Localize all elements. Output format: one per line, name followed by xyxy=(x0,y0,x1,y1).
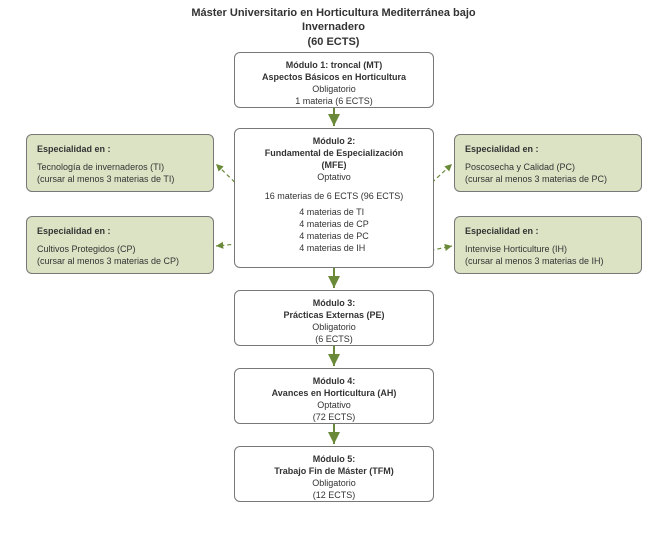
module-3: Módulo 3: Prácticas Externas (PE) Obliga… xyxy=(234,290,434,346)
m3-detail: (6 ECTS) xyxy=(243,333,425,345)
specialty-ih: Especialidad en : Intenvise Horticulture… xyxy=(454,216,642,274)
diagram-canvas: Máster Universitario en Horticultura Med… xyxy=(0,0,667,550)
m5-h1: Módulo 5: xyxy=(243,453,425,465)
m5-kind: Obligatorio xyxy=(243,477,425,489)
esp-ti-h: Especialidad en : xyxy=(37,143,203,155)
esp-cp-l1: Cultivos Protegidos (CP) xyxy=(37,243,203,255)
m2-kind: Optativo xyxy=(243,171,425,183)
mat-pc: 4 materias de PC xyxy=(299,230,369,242)
m2-h2: Fundamental de Especialización xyxy=(243,147,425,159)
mat-ih: 4 materias de IH xyxy=(299,242,369,254)
module-5: Módulo 5: Trabajo Fin de Máster (TFM) Ob… xyxy=(234,446,434,502)
esp-pc-l2: (cursar al menos 3 materias de PC) xyxy=(465,173,631,185)
module-4: Módulo 4: Avances en Horticultura (AH) O… xyxy=(234,368,434,424)
specialty-pc: Especialidad en : Poscosecha y Calidad (… xyxy=(454,134,642,192)
m5-h2: Trabajo Fin de Máster (TFM) xyxy=(243,465,425,477)
m1-kind: Obligatorio xyxy=(243,83,425,95)
m4-detail: (72 ECTS) xyxy=(243,411,425,423)
m1-detail: 1 materia (6 ECTS) xyxy=(243,95,425,107)
m4-kind: Optativo xyxy=(243,399,425,411)
esp-ih-l2: (cursar al menos 3 materias de IH) xyxy=(465,255,631,267)
esp-ti-l2: (cursar al menos 3 materias de TI) xyxy=(37,173,203,185)
m2-detail: 16 materias de 6 ECTS (96 ECTS) xyxy=(243,190,425,202)
specialty-ti: Especialidad en : Tecnología de invernad… xyxy=(26,134,214,192)
specialty-cp: Especialidad en : Cultivos Protegidos (C… xyxy=(26,216,214,274)
m1-h2: Aspectos Básicos en Horticultura xyxy=(243,71,425,83)
m2-mat-list: 4 materias de TI 4 materias de CP 4 mate… xyxy=(299,206,369,255)
esp-ti-l1: Tecnología de invernaderos (TI) xyxy=(37,161,203,173)
m3-h1: Módulo 3: xyxy=(243,297,425,309)
m2-h3: (MFE) xyxy=(243,159,425,171)
mat-ti: 4 materias de TI xyxy=(299,206,369,218)
esp-pc-h: Especialidad en : xyxy=(465,143,631,155)
esp-cp-h: Especialidad en : xyxy=(37,225,203,237)
m2-h1: Módulo 2: xyxy=(243,135,425,147)
esp-ih-l1: Intenvise Horticulture (IH) xyxy=(465,243,631,255)
module-2: Módulo 2: Fundamental de Especialización… xyxy=(234,128,434,268)
m1-h1: Módulo 1: troncal (MT) xyxy=(243,59,425,71)
mat-cp: 4 materias de CP xyxy=(299,218,369,230)
m4-h1: Módulo 4: xyxy=(243,375,425,387)
esp-cp-l2: (cursar al menos 3 materias de CP) xyxy=(37,255,203,267)
esp-ih-h: Especialidad en : xyxy=(465,225,631,237)
m4-h2: Avances en Horticultura (AH) xyxy=(243,387,425,399)
m3-kind: Obligatorio xyxy=(243,321,425,333)
module-1: Módulo 1: troncal (MT) Aspectos Básicos … xyxy=(234,52,434,108)
m5-detail: (12 ECTS) xyxy=(243,489,425,501)
m3-h2: Prácticas Externas (PE) xyxy=(243,309,425,321)
esp-pc-l1: Poscosecha y Calidad (PC) xyxy=(465,161,631,173)
